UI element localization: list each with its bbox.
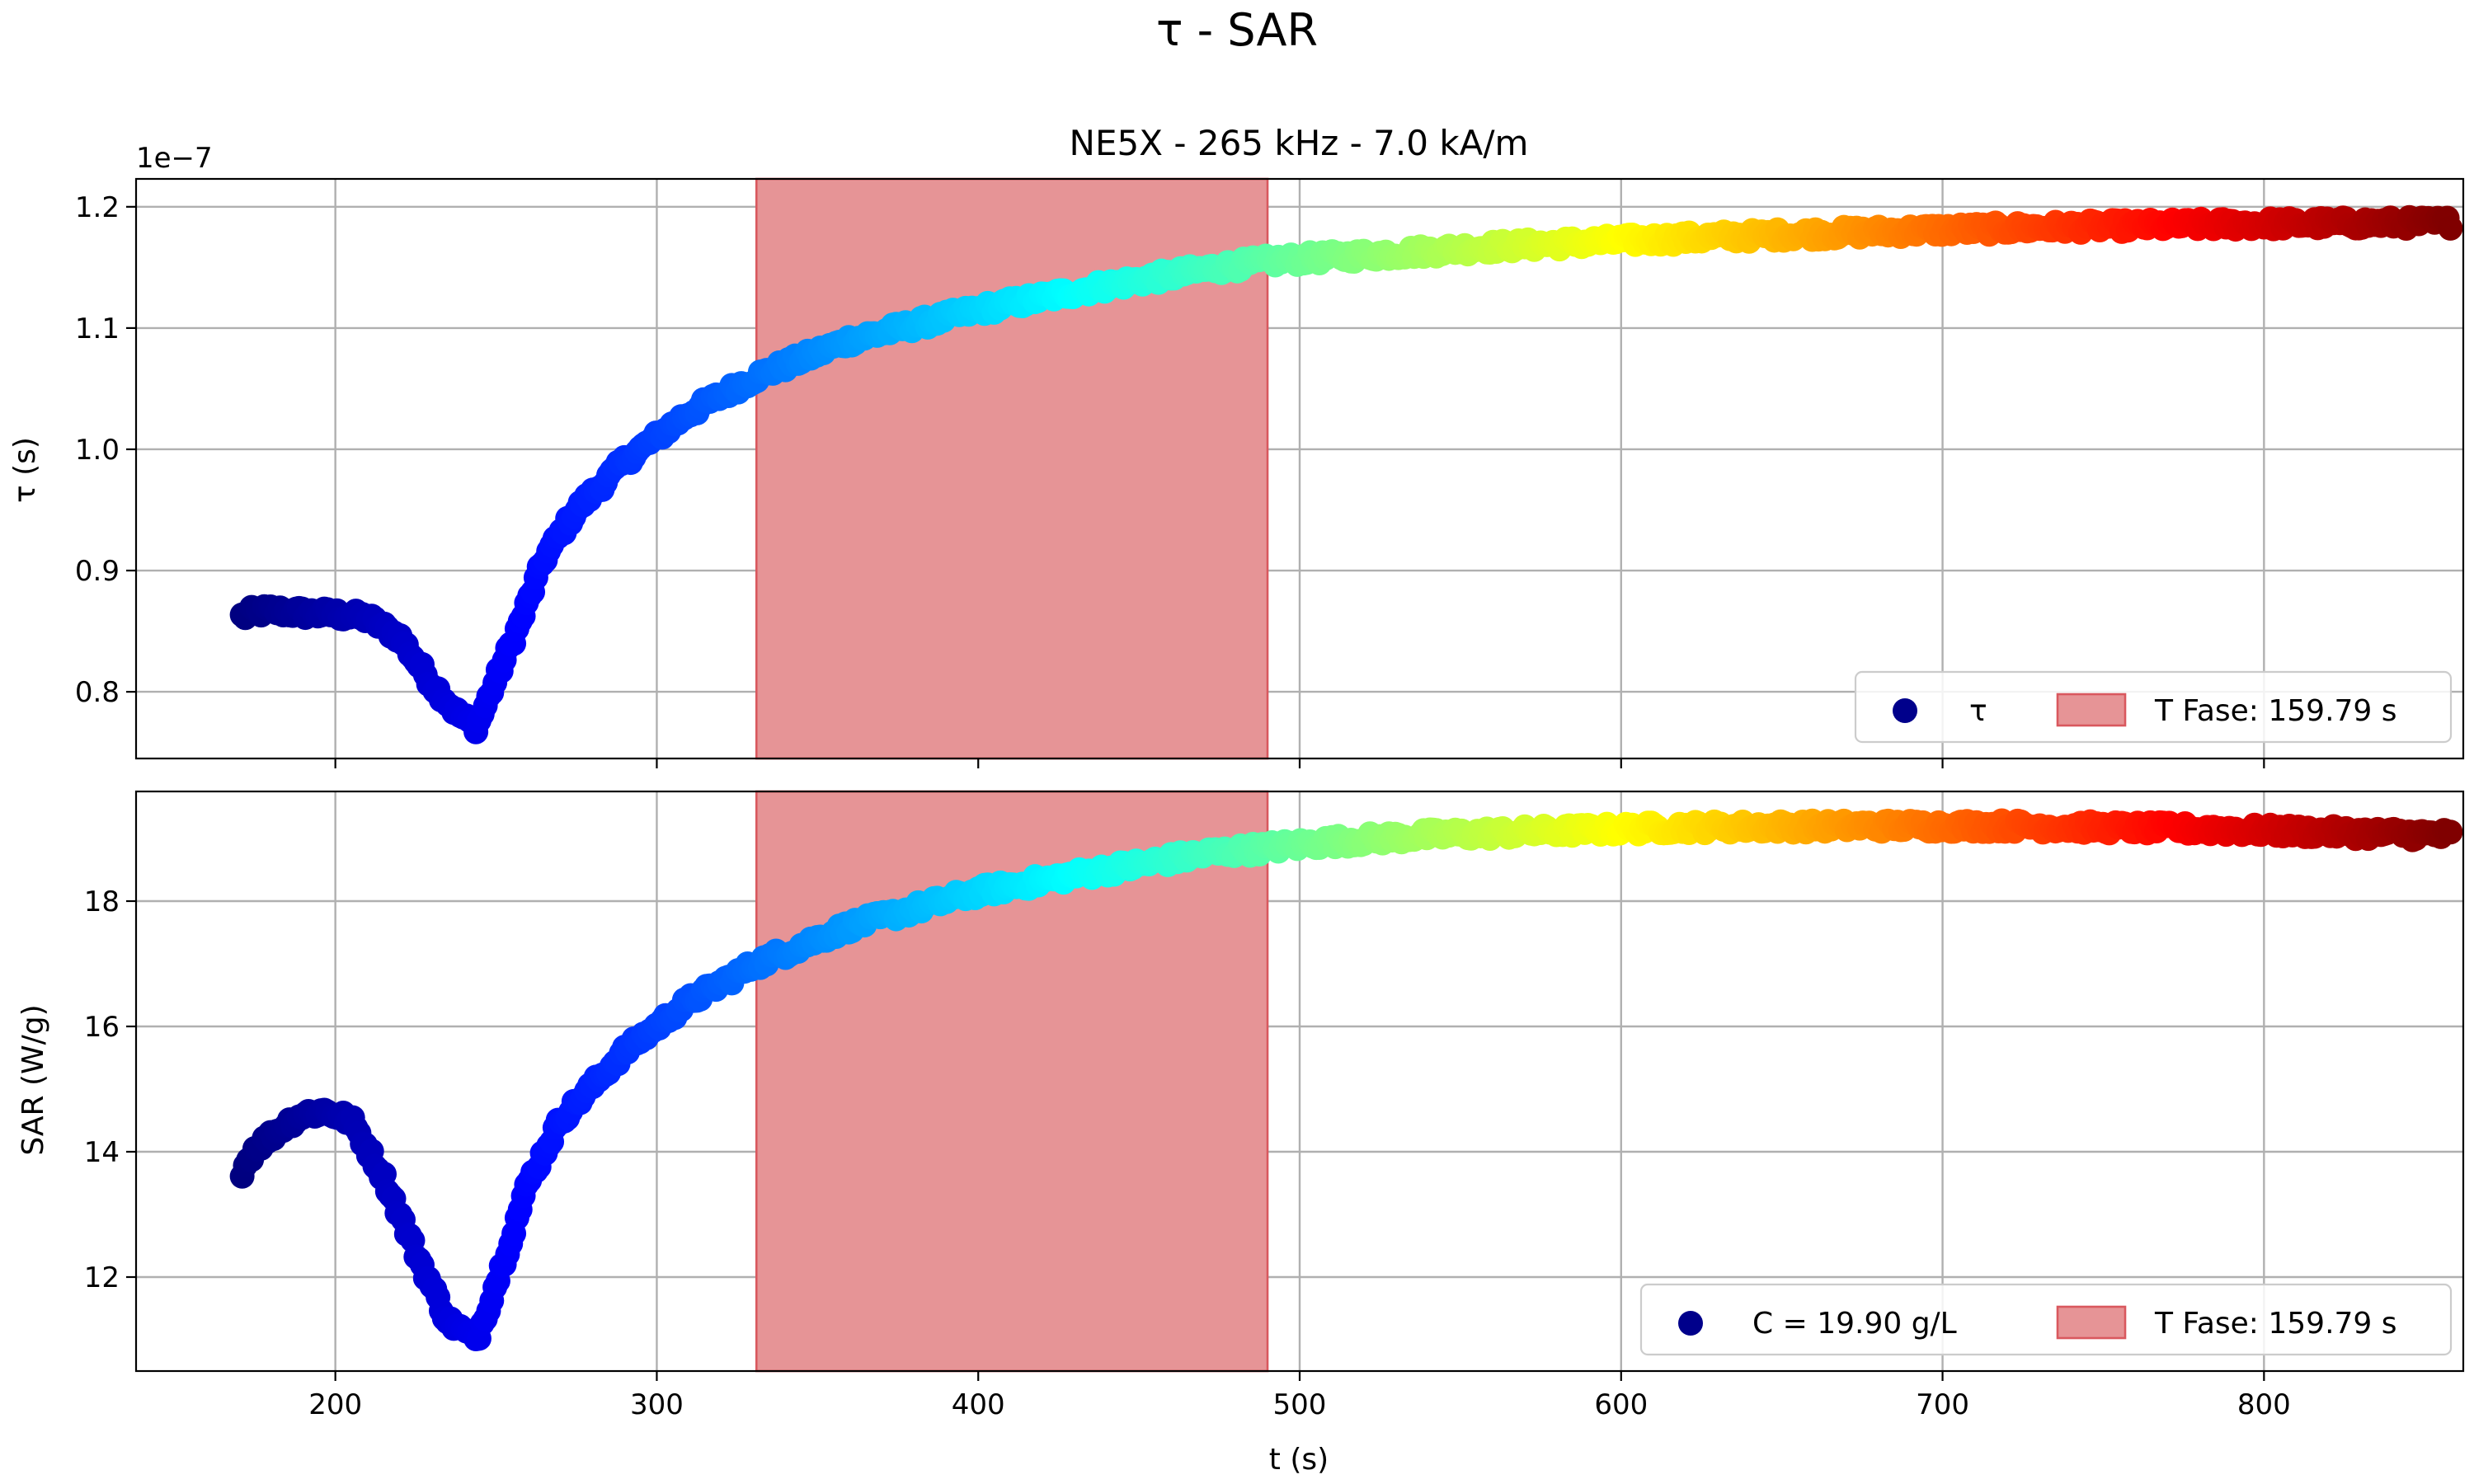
tau-y-tick-label: 1.2 xyxy=(75,191,120,224)
tau-grid xyxy=(136,179,2463,758)
sar-y-tick-label: 16 xyxy=(84,1011,120,1044)
sar-x-tick-label: 500 xyxy=(1273,1388,1327,1421)
sar-legend-box xyxy=(1639,1283,2453,1356)
sar-y-tick-label: 18 xyxy=(84,885,120,918)
sar-panel: SAR (W/g) 200 300 400 500 600 700 80012141618 … xyxy=(16,790,2465,1421)
tau-data-point xyxy=(2438,215,2463,241)
figure-suptitle: τ - SAR xyxy=(1156,4,1318,56)
tau-y-axis-label: τ (s) xyxy=(8,437,42,503)
sar-scatter-points xyxy=(229,808,2463,1352)
tau-legend-marker xyxy=(1893,698,1917,723)
sar-y-tick-label: 14 xyxy=(84,1136,120,1169)
sar-x-tick-label: 300 xyxy=(630,1388,684,1421)
tau-y-tick-label: 1.1 xyxy=(75,312,120,345)
sar-x-tick-label: 800 xyxy=(2237,1388,2291,1421)
sar-legend-label: C = 19.90 g/L xyxy=(1752,1307,1957,1341)
tau-legend-box xyxy=(1854,670,2453,744)
sar-x-tick-label: 700 xyxy=(1916,1388,1969,1421)
sar-y-tick-label: 12 xyxy=(84,1261,120,1294)
tau-legend-span-label: T Fase: 159.79 s xyxy=(2154,694,2397,728)
sar-legend: C = 19.90 g/L T Fase: 159.79 s xyxy=(1639,1283,2453,1356)
tau-y-tick-label: 0.8 xyxy=(75,676,120,709)
tau-legend-span-patch xyxy=(2056,693,2127,727)
tau-legend-label: τ xyxy=(1969,694,1987,728)
tau-y-tick-label: 0.9 xyxy=(75,555,120,588)
tau-y-offset-label: 1e−7 xyxy=(136,142,213,175)
sar-x-tick-label: 400 xyxy=(952,1388,1005,1421)
tau-panel: NE5X - 265 kHz - 7.0 kA/m 1e−7 τ (s) 0.8… xyxy=(8,123,2465,768)
tau-scatter-points xyxy=(229,204,2463,744)
x-axis-label: t (s) xyxy=(1269,1443,1329,1477)
sar-data-point xyxy=(2438,819,2463,845)
tau-legend: τ T Fase: 159.79 s xyxy=(1854,670,2453,744)
tau-ticks: 0.8 0.9 1.0 1.1 1.2 xyxy=(75,191,2265,768)
sar-legend-span-patch xyxy=(2056,1305,2127,1340)
sar-ticks: 200 300 400 500 600 700 800 12 14 16 18 xyxy=(84,885,2291,1421)
tau-panel-title: NE5X - 265 kHz - 7.0 kA/m xyxy=(1070,123,1529,163)
sar-y-axis-label: SAR (W/g) xyxy=(16,1004,50,1155)
sar-x-tick-label: 600 xyxy=(1594,1388,1648,1421)
sar-x-tick-label: 200 xyxy=(308,1388,362,1421)
sar-legend-marker xyxy=(1678,1311,1703,1336)
tau-y-tick-label: 1.0 xyxy=(75,434,120,467)
sar-legend-span-label: T Fase: 159.79 s xyxy=(2154,1307,2397,1341)
